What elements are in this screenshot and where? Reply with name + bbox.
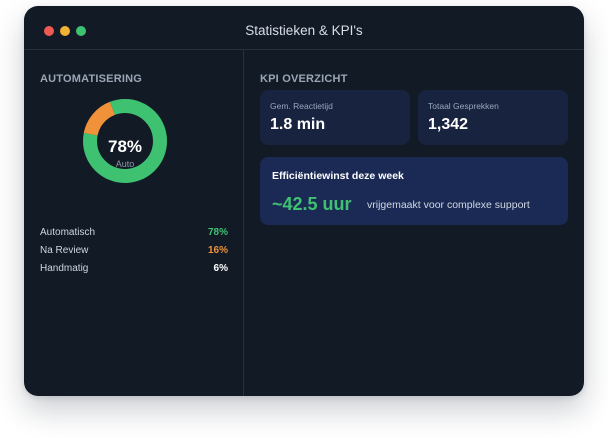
automation-section-title: AUTOMATISERING <box>40 73 143 85</box>
title-bar: Statistieken & KPI's <box>24 6 584 50</box>
legend-row-na-review: Na Review 16% <box>40 245 228 259</box>
legend-row-handmatig: Handmatig 6% <box>40 263 228 277</box>
minimize-window-button[interactable] <box>60 26 70 36</box>
automation-donut-chart <box>83 99 167 183</box>
legend-value: 16% <box>207 245 228 256</box>
donut-segment-handmatig <box>83 99 167 183</box>
donut-center-caption: Auto <box>115 159 135 169</box>
kpi-label: Gem. Reactietijd <box>270 101 333 111</box>
legend-value: 6% <box>213 263 228 274</box>
automation-panel: AUTOMATISERING 78% Auto Automatisch 78% … <box>24 50 244 396</box>
efficiency-gain-card: Efficiëntiewinst deze week ~42.5 uur vri… <box>260 157 568 225</box>
kpi-value: 1.8 min <box>270 116 326 133</box>
donut-center-value: 78% <box>107 137 143 156</box>
maximize-window-button[interactable] <box>76 26 86 36</box>
legend-row-automatisch: Automatisch 78% <box>40 227 228 241</box>
close-window-button[interactable] <box>44 26 54 36</box>
legend-label: Automatisch <box>40 227 96 238</box>
legend-label: Na Review <box>40 245 89 256</box>
kpi-label: Totaal Gesprekken <box>428 101 499 111</box>
window-title: Statistieken & KPI's <box>245 23 363 38</box>
statistics-window: Statistieken & KPI's AUTOMATISERING 78% … <box>24 6 584 396</box>
legend-value: 78% <box>207 227 228 238</box>
efficiency-gain-value: ~42.5 uur <box>272 194 352 214</box>
efficiency-gain-title: Efficiëntiewinst deze week <box>272 170 404 182</box>
kpi-card-total-conversations: Totaal Gesprekken 1,342 <box>418 90 568 145</box>
legend-label: Handmatig <box>40 263 89 274</box>
kpi-section-title: KPI OVERZICHT <box>260 73 348 85</box>
efficiency-gain-description: vrijgemaakt voor complexe support <box>367 199 530 211</box>
kpi-card-response-time: Gem. Reactietijd 1.8 min <box>260 90 410 145</box>
kpi-value: 1,342 <box>428 116 469 133</box>
